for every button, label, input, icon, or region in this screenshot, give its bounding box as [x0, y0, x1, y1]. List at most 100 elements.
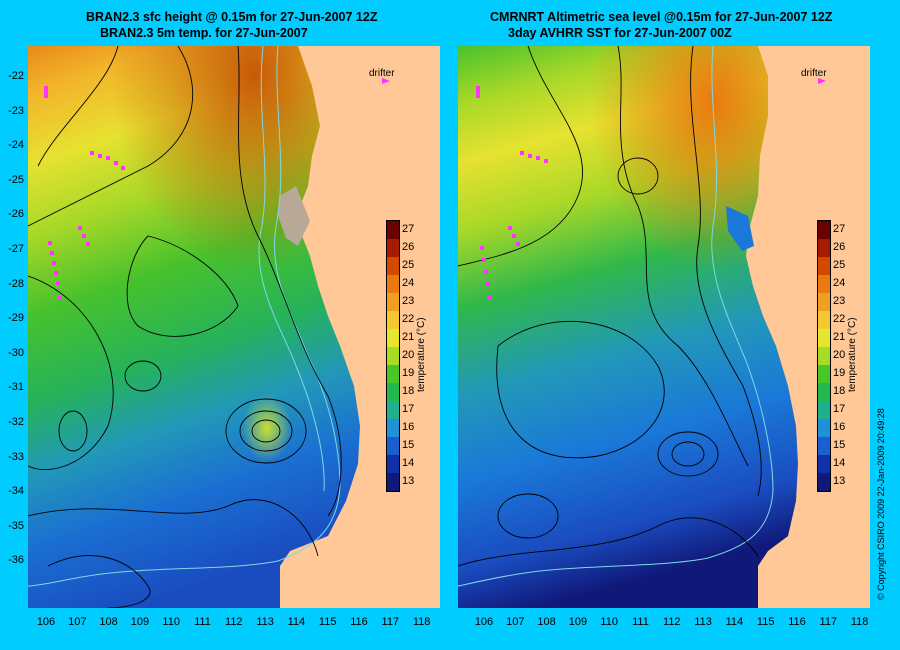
sea-level-contour — [126, 235, 239, 337]
left-x-tick-label: 116 — [350, 616, 368, 628]
right-map-svg — [458, 46, 870, 608]
left-x-tick-label: 112 — [225, 616, 243, 628]
colorbar-segment — [818, 275, 830, 293]
right-map-panel — [458, 46, 870, 608]
y-tick-label: -34 — [8, 485, 24, 498]
y-tick-label: -30 — [8, 346, 24, 359]
left-x-tick-label: 108 — [99, 616, 118, 628]
y-tick-label: -36 — [8, 554, 24, 567]
right-colorbar-tick-label: 21 — [833, 331, 846, 343]
colorbar-segment — [387, 311, 399, 329]
australia-land — [280, 46, 440, 608]
sea-level-contour — [28, 46, 194, 227]
copyright-text: © Copyright CSIRO 2009 22-Jan-2009 20:49… — [876, 408, 886, 600]
colorbar-segment — [387, 365, 399, 383]
right-x-tick-label: 118 — [850, 616, 869, 628]
right-x-tick-label: 110 — [600, 616, 618, 628]
left-x-tick-label: 118 — [412, 616, 431, 628]
left-colorbar-tick-label: 22 — [402, 313, 415, 325]
colorbar-segment — [387, 437, 399, 455]
left-title-line1: BRAN2.3 sfc height @ 0.15m for 27-Jun-20… — [86, 10, 378, 24]
right-colorbar-tick-label: 16 — [833, 421, 846, 433]
left-x-tick-label: 110 — [162, 616, 180, 628]
left-map-panel — [28, 46, 440, 608]
australia-land — [746, 46, 870, 608]
right-x-tick-label: 117 — [819, 616, 838, 628]
right-x-tick-label: 114 — [725, 616, 744, 628]
y-tick-label: -25 — [8, 173, 24, 186]
colorbar-segment — [818, 419, 830, 437]
right-colorbar-tick-label: 26 — [833, 241, 846, 253]
left-colorbar — [386, 220, 400, 492]
right-x-tick-label: 113 — [694, 616, 712, 628]
right-colorbar-tick-label: 22 — [833, 313, 846, 325]
right-colorbar-tick-label: 27 — [833, 223, 846, 235]
right-x-tick-label: 107 — [506, 616, 525, 628]
left-colorbar-tick-label: 24 — [402, 277, 415, 289]
right-title-line2: 3day AVHRR SST for 27-Jun-2007 00Z — [508, 26, 732, 40]
y-tick-label: -29 — [8, 312, 24, 325]
left-colorbar-tick-label: 21 — [402, 331, 415, 343]
colorbar-segment — [818, 311, 830, 329]
left-colorbar-tick-label: 14 — [402, 457, 415, 469]
y-tick-label: -22 — [8, 70, 24, 82]
left-colorbar-tick-label: 26 — [402, 241, 415, 253]
left-colorbar-title: temperature (°C) — [416, 317, 427, 392]
right-x-tick-label: 106 — [474, 616, 494, 628]
right-colorbar — [817, 220, 831, 492]
left-colorbar-tick-label: 23 — [402, 295, 415, 307]
eddy-contour — [124, 360, 162, 392]
left-colorbar-tick-label: 25 — [402, 259, 415, 271]
colorbar-segment — [818, 383, 830, 401]
right-colorbar-title: temperature (°C) — [847, 317, 858, 392]
right-colorbar-tick-label: 24 — [833, 277, 846, 289]
colorbar-segment — [387, 419, 399, 437]
colorbar-segment — [818, 365, 830, 383]
sea-level-contour — [28, 275, 114, 470]
y-tick-label: -31 — [8, 381, 24, 394]
sea-level-contour — [617, 46, 749, 467]
left-x-tick-label: 111 — [194, 616, 211, 628]
colorbar-segment — [387, 401, 399, 419]
sea-level-contour — [47, 555, 151, 608]
right-title-line1: CMRNRT Altimetric sea level @0.15m for 2… — [490, 10, 833, 24]
right-x-tick-label: 108 — [537, 616, 556, 628]
left-colorbar-tick-label: 27 — [402, 223, 415, 235]
right-drifter-label: drifter — [801, 68, 827, 79]
sea-level-contour — [28, 499, 319, 557]
left-map-svg — [28, 46, 440, 608]
eddy-contour — [657, 431, 719, 477]
right-x-tick-label: 112 — [663, 616, 681, 628]
sea-level-contour — [458, 46, 584, 267]
right-x-tick-label: 109 — [568, 616, 588, 628]
colorbar-segment — [387, 293, 399, 311]
left-x-tick-label: 106 — [36, 616, 56, 628]
isobath-line — [458, 46, 774, 587]
colorbar-segment — [387, 221, 399, 239]
sea-level-contour — [237, 46, 342, 517]
shark-bay-peninsula — [278, 186, 310, 246]
y-tick-label: -26 — [8, 208, 24, 221]
sea-level-contour — [690, 46, 762, 497]
colorbar-segment — [818, 401, 830, 419]
left-colorbar-tick-label: 20 — [402, 349, 415, 361]
left-x-tick-label: 109 — [130, 616, 150, 628]
left-colorbar-tick-label: 18 — [402, 385, 415, 397]
left-x-tick-label: 107 — [68, 616, 87, 628]
right-colorbar-tick-label: 15 — [833, 439, 846, 451]
y-tick-label: -32 — [8, 416, 24, 428]
right-x-tick-label: 115 — [756, 616, 775, 628]
left-colorbar-tick-label: 19 — [402, 367, 415, 379]
right-colorbar-tick-label: 18 — [833, 385, 846, 397]
drifter-legend-icon — [382, 78, 390, 84]
left-title-line2: BRAN2.3 5m temp. for 27-Jun-2007 — [100, 26, 308, 40]
colorbar-segment — [387, 473, 399, 491]
left-drifter-label: drifter — [369, 68, 395, 79]
right-x-tick-label: 111 — [632, 616, 649, 628]
isobath-line — [258, 46, 325, 492]
colorbar-segment — [818, 473, 830, 491]
colorbar-segment — [818, 437, 830, 455]
drifter-legend-icon — [818, 78, 826, 84]
eddy-contour — [239, 410, 293, 452]
right-x-tick-label: 116 — [788, 616, 806, 628]
